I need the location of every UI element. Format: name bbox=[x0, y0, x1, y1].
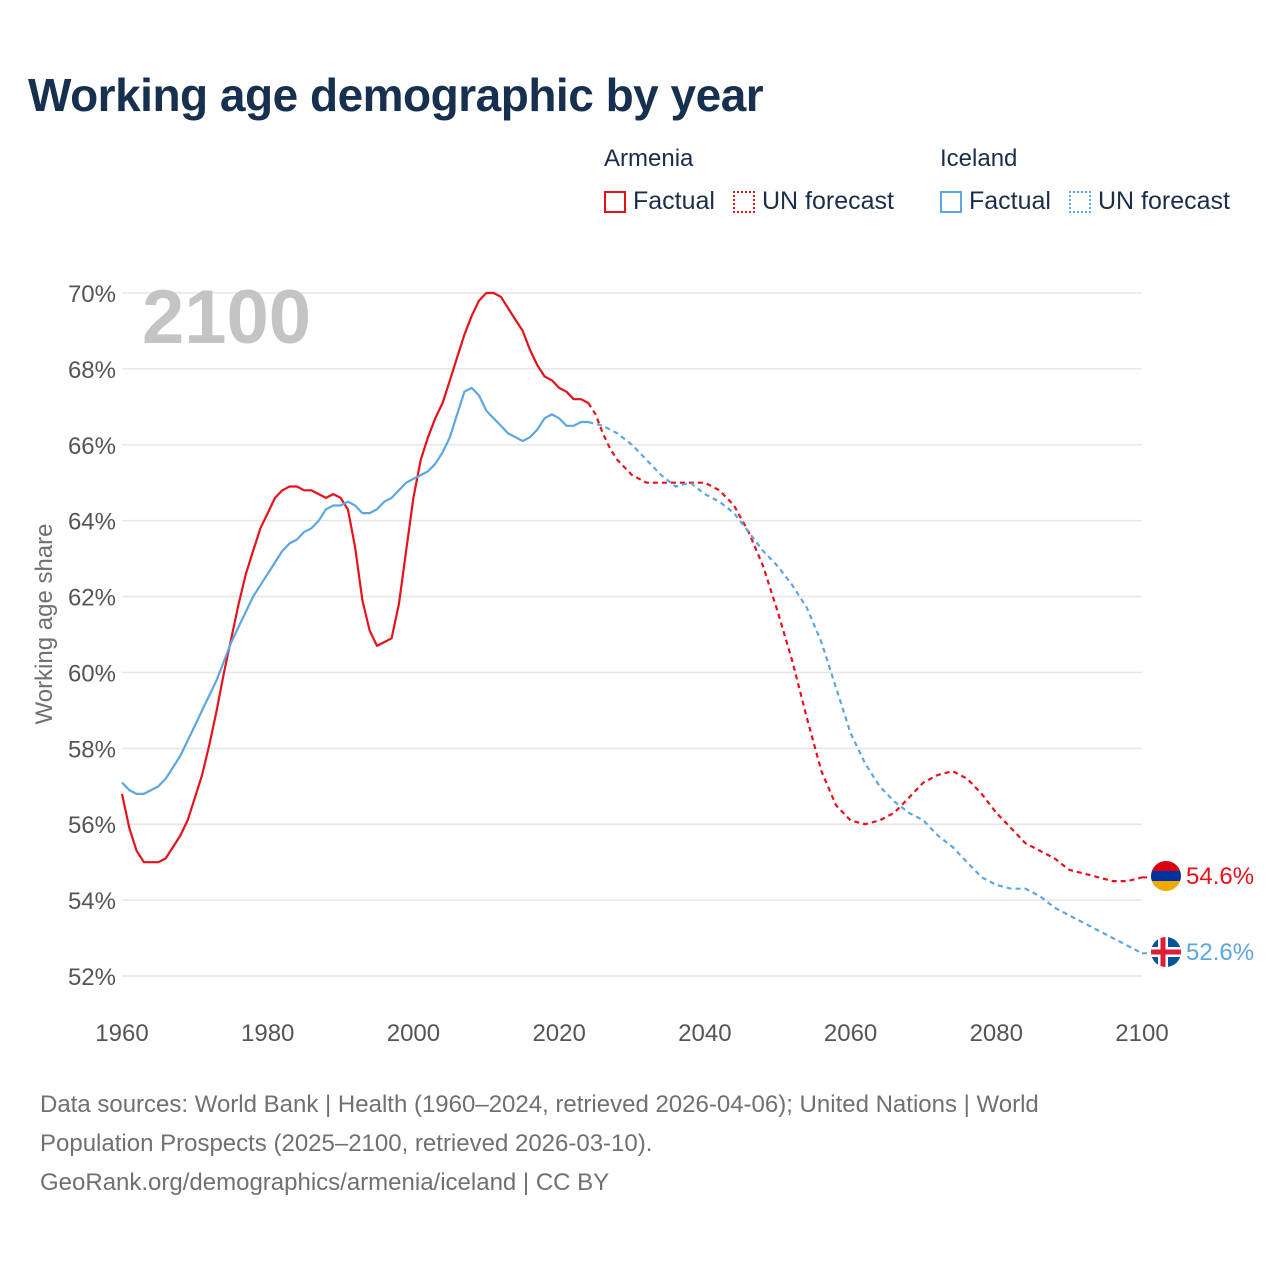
line-chart: 2100 52% 54% 56% 58% 60% 62% 64% 66% 68% 70% 1960… bbox=[31, 275, 1254, 1047]
legend-swatch-solid bbox=[604, 190, 626, 213]
chart-title: Working age demographic by year bbox=[28, 69, 764, 121]
series-line-armenia-factual bbox=[120, 291, 589, 864]
y-tick-label: 68% bbox=[68, 357, 116, 384]
series-line-iceland-factual bbox=[121, 386, 589, 795]
legend-label: UN forecast bbox=[761, 187, 894, 215]
end-markers: 54.6% 52.6% bbox=[1151, 861, 1254, 967]
x-tick-label: 2060 bbox=[824, 1020, 877, 1047]
legend-item-armenia-factual[interactable]: Factual bbox=[604, 187, 715, 216]
y-tick-label: 54% bbox=[68, 888, 116, 915]
y-tick-label: 52% bbox=[68, 964, 116, 991]
x-tick-label: 1980 bbox=[241, 1020, 294, 1047]
flag-armenia-icon bbox=[1151, 861, 1181, 891]
footer: Data sources: World Bank | Health (1960–… bbox=[40, 1085, 1200, 1202]
series-line-armenia-forecast bbox=[587, 402, 1143, 883]
y-axis: 52% 54% 56% 58% 60% 62% 64% 66% 68% 70% bbox=[68, 281, 116, 991]
x-tick-label: 2080 bbox=[970, 1020, 1023, 1047]
x-tick-label: 2020 bbox=[532, 1020, 585, 1047]
footer-sources-line1: Data sources: World Bank | Health (1960–… bbox=[40, 1091, 1039, 1118]
y-tick-label: 62% bbox=[68, 585, 116, 612]
end-label-armenia: 54.6% bbox=[1186, 863, 1254, 890]
year-watermark: 2100 bbox=[142, 275, 311, 360]
y-tick-label: 66% bbox=[68, 433, 116, 460]
series-line-iceland-forecast bbox=[588, 420, 1143, 955]
legend-group-armenia: Armenia Factual UN forecast bbox=[604, 145, 912, 216]
legend-label: Factual bbox=[969, 187, 1051, 215]
x-axis: 1960 1980 2000 2020 2040 2060 2080 2100 bbox=[95, 1020, 1168, 1047]
end-label-iceland: 52.6% bbox=[1186, 939, 1254, 966]
grid bbox=[122, 292, 1142, 977]
x-tick-label: 2040 bbox=[678, 1020, 731, 1047]
y-tick-label: 60% bbox=[68, 660, 116, 687]
x-tick-label: 2100 bbox=[1115, 1020, 1168, 1047]
series bbox=[120, 291, 1152, 955]
legend-item-armenia-forecast[interactable]: UN forecast bbox=[732, 187, 894, 216]
flag-iceland-icon bbox=[1151, 937, 1181, 967]
y-axis-label: Working age share bbox=[31, 524, 58, 725]
y-tick-label: 64% bbox=[68, 509, 116, 536]
legend-item-iceland-factual[interactable]: Factual bbox=[940, 187, 1051, 216]
legend-label: Factual bbox=[633, 187, 715, 215]
legend-swatch-solid bbox=[940, 190, 962, 213]
legend-item-iceland-forecast[interactable]: UN forecast bbox=[1068, 187, 1230, 216]
footer-sources-line2: Population Prospects (2025–2100, retriev… bbox=[40, 1130, 653, 1157]
legend-group-iceland: Iceland Factual UN forecast bbox=[940, 145, 1248, 216]
legend-group-name: Armenia bbox=[604, 145, 694, 172]
y-tick-label: 58% bbox=[68, 736, 116, 763]
legend-label: UN forecast bbox=[1097, 187, 1230, 215]
y-tick-label: 56% bbox=[68, 812, 116, 839]
x-tick-label: 1960 bbox=[95, 1020, 148, 1047]
y-tick-label: 70% bbox=[68, 281, 116, 308]
footer-attribution: GeoRank.org/demographics/armenia/iceland… bbox=[40, 1169, 610, 1196]
legend-swatch-dotted bbox=[1068, 190, 1091, 213]
legend-swatch-dotted bbox=[732, 190, 755, 213]
legend-group-name: Iceland bbox=[940, 145, 1018, 172]
x-tick-label: 2000 bbox=[387, 1020, 440, 1047]
